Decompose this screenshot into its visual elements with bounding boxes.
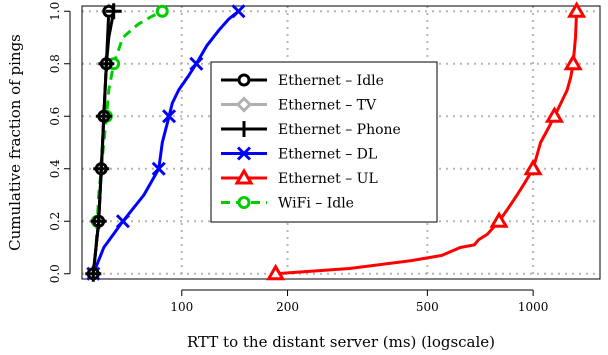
- legend-swatch-marker: [235, 96, 253, 113]
- legend-item-ethernet-idle: Ethernet – Idle: [221, 73, 384, 89]
- y-tick-label: 0.0: [48, 264, 62, 283]
- data-point: [93, 160, 110, 177]
- plot-frame: [81, 5, 601, 280]
- legend-swatch-marker: [236, 121, 252, 137]
- data-point: [231, 4, 246, 19]
- legend-label: Ethernet – Phone: [278, 122, 401, 138]
- x-tick-label: 1000: [518, 300, 549, 314]
- data-point: [85, 265, 102, 282]
- legend-label: Ethernet – UL: [278, 171, 378, 187]
- legend-box: [210, 61, 438, 223]
- legend-label: WiFi – Idle: [278, 196, 354, 212]
- data-point: [567, 1, 587, 18]
- legend-item-ethernet-ul: Ethernet – UL: [221, 168, 378, 187]
- y-axis-label: Cumulative fraction of pings: [6, 34, 24, 251]
- legend: Ethernet – Idle Ethernet – TV Ethernet – P…: [210, 61, 438, 223]
- series-layer: [85, 1, 587, 282]
- series-ethernet-ul: [266, 1, 587, 281]
- y-tick-label: 0.6: [48, 107, 62, 126]
- x-tick-label: 100: [170, 300, 193, 314]
- data-point: [523, 158, 543, 176]
- x-tick-label: 500: [416, 300, 439, 314]
- series-ethernet-phone: [85, 3, 122, 282]
- x-axis: 100 200 500 1000: [170, 289, 549, 314]
- legend-swatch-marker: [236, 146, 252, 161]
- data-point: [489, 211, 509, 228]
- data-point: [151, 161, 166, 176]
- data-point: [98, 55, 115, 72]
- legend-item-ethernet-dl: Ethernet – DL: [221, 146, 377, 163]
- legend-item-wifi-idle: WiFi – Idle: [221, 196, 354, 212]
- legend-label: Ethernet – DL: [278, 147, 377, 163]
- y-tick-label: 0.8: [48, 54, 62, 73]
- series-line: [91, 11, 116, 274]
- data-point: [105, 3, 122, 20]
- y-tick-label: 0.2: [48, 212, 62, 231]
- y-tick-label: 0.4: [48, 159, 62, 178]
- legend-label: Ethernet – TV: [278, 98, 377, 114]
- legend-label: Ethernet – Idle: [278, 73, 384, 89]
- data-point: [90, 213, 107, 230]
- data-point: [544, 106, 565, 123]
- series-wifi-idle: [86, 4, 169, 281]
- x-axis-label: RTT to the distant server (ms) (logscale…: [187, 333, 495, 351]
- data-point: [563, 53, 583, 71]
- data-point: [161, 109, 177, 124]
- data-point: [155, 4, 169, 18]
- data-point: [266, 263, 286, 281]
- data-point: [189, 56, 204, 71]
- y-tick-label: 1.0: [48, 2, 62, 21]
- y-axis: 0.0 0.2 0.4 0.6 0.8 1.0: [48, 2, 71, 283]
- data-point: [115, 214, 130, 229]
- series-line: [275, 11, 579, 276]
- legend-item-ethernet-tv: Ethernet – TV: [221, 96, 377, 114]
- legend-swatch-marker: [237, 196, 251, 209]
- legend-item-ethernet-phone: Ethernet – Phone: [221, 121, 401, 138]
- data-point: [95, 108, 112, 125]
- series-line: [91, 10, 240, 275]
- x-tick-label: 200: [276, 300, 299, 314]
- legend-swatch-marker: [234, 168, 254, 185]
- legend-swatch-marker: [237, 73, 251, 87]
